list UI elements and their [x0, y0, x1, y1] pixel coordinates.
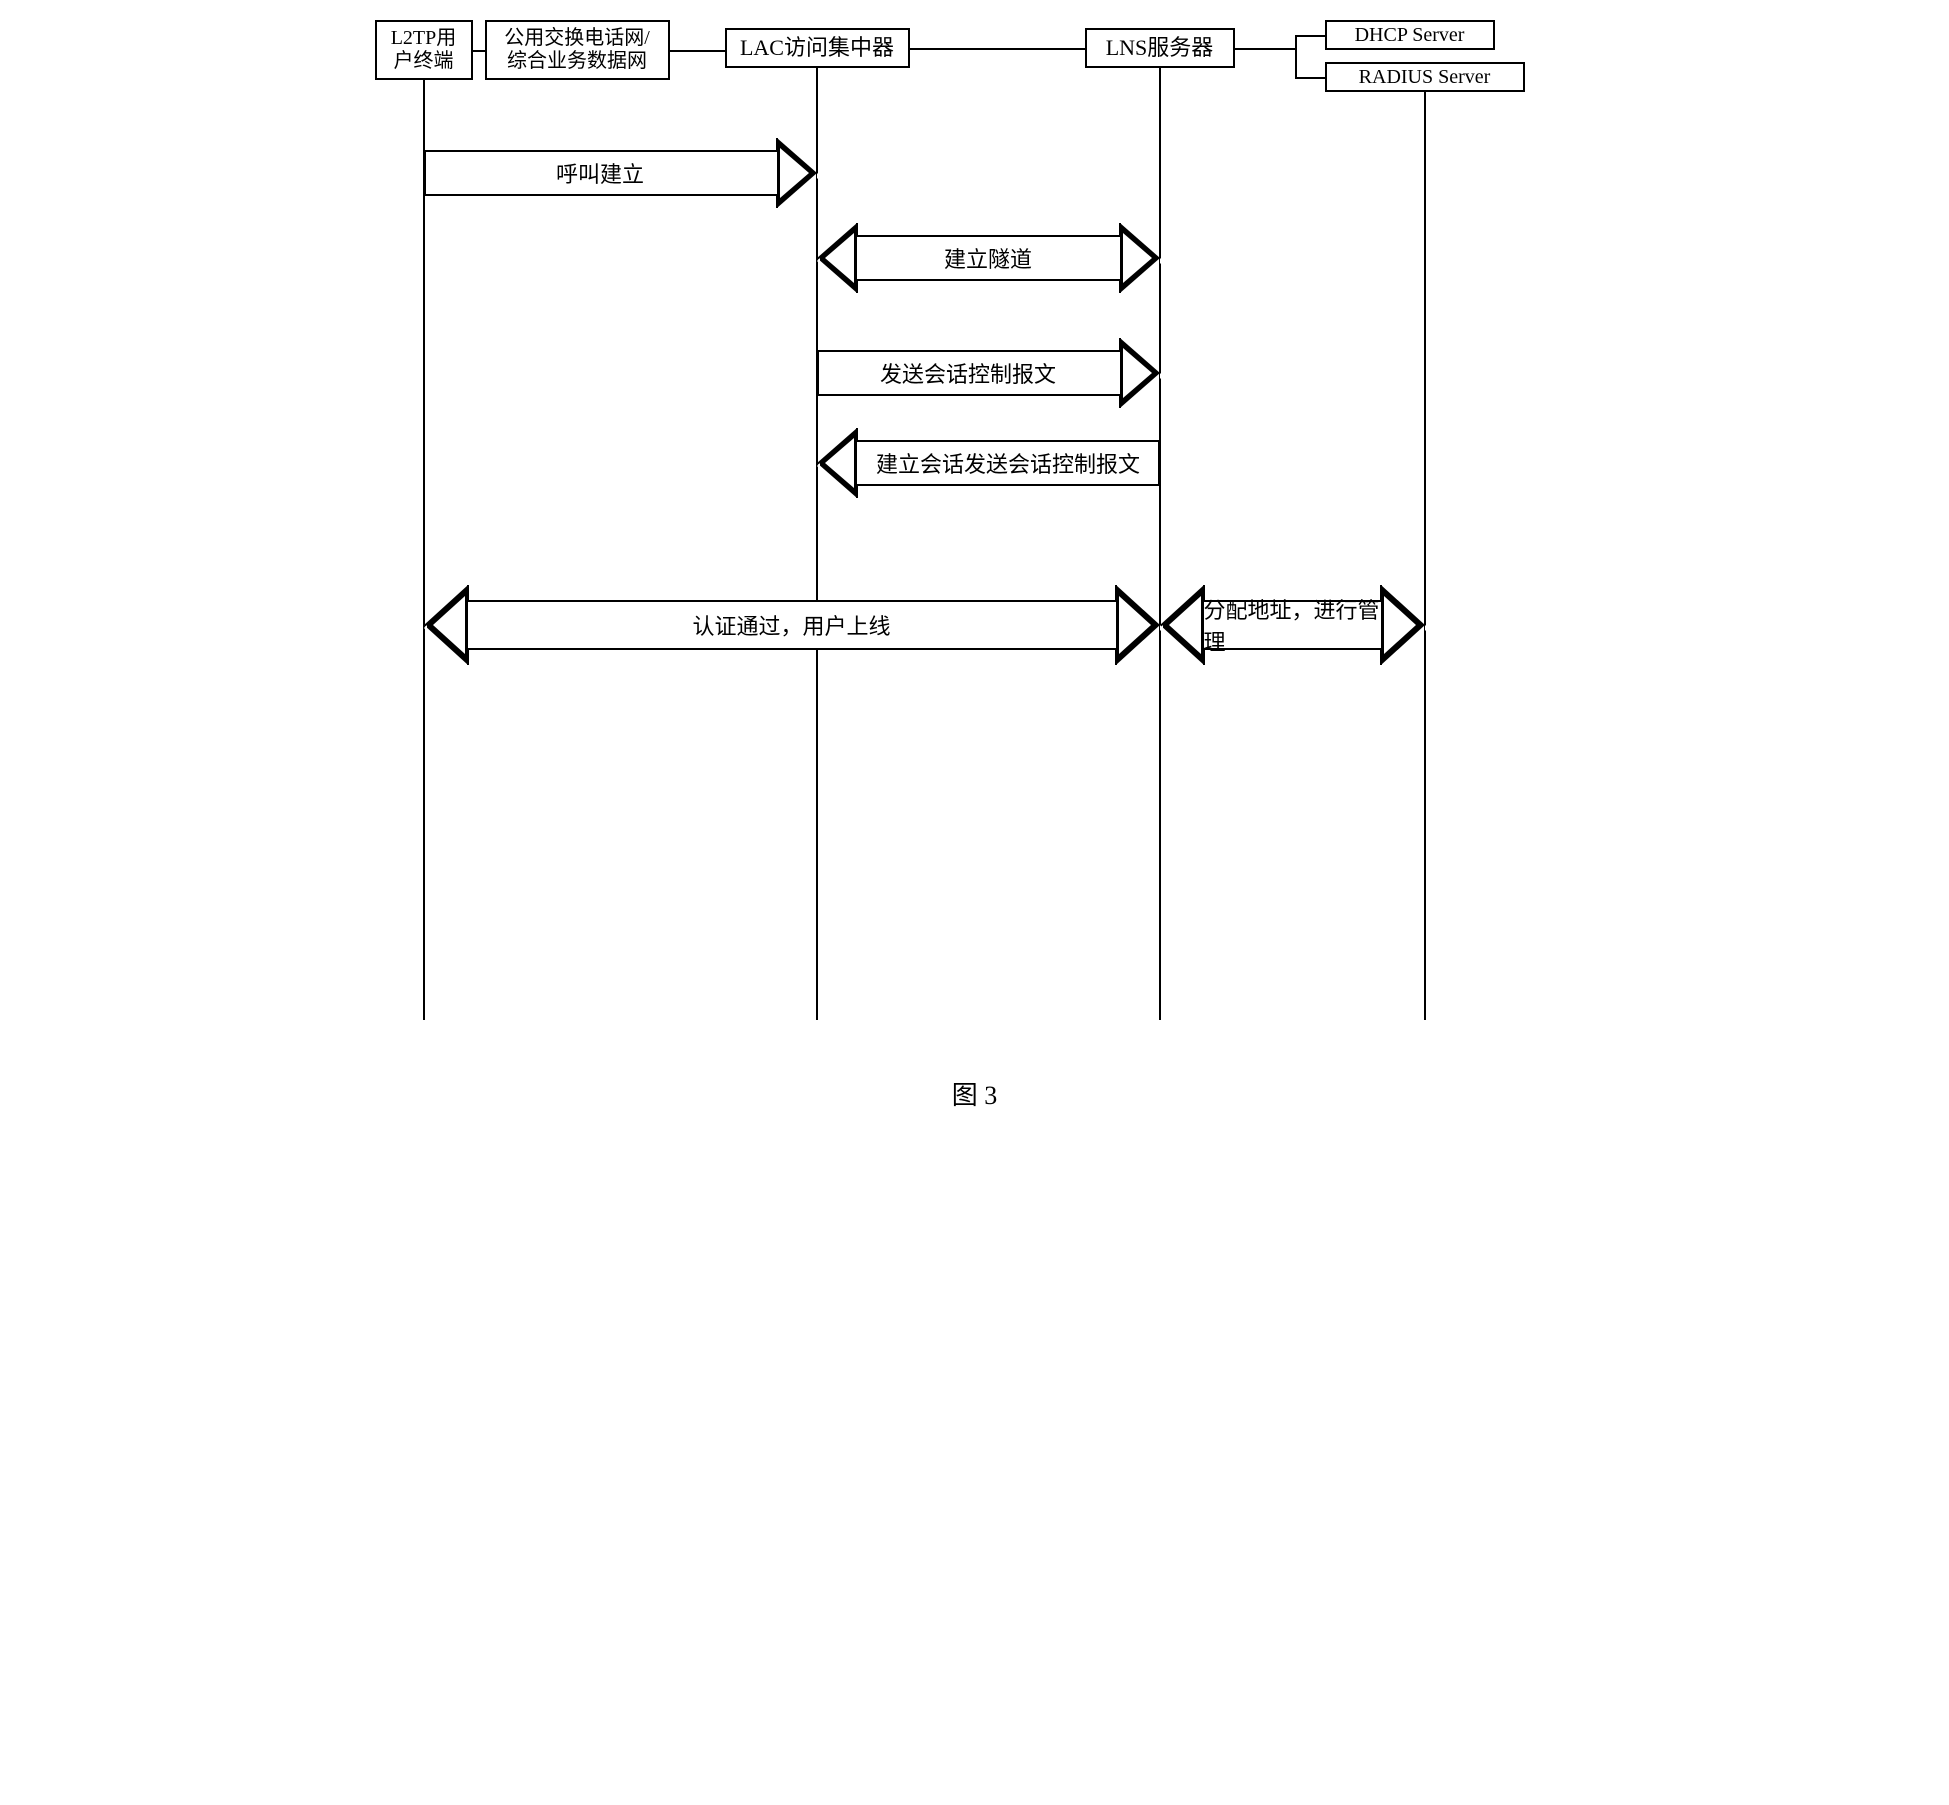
arrow-notch	[467, 650, 469, 665]
arrow-head-left	[1160, 585, 1204, 665]
participant-label: DHCP Server	[1355, 24, 1465, 47]
connector-1	[670, 50, 725, 52]
arrow-head-right	[777, 138, 817, 208]
connector-split-v	[1295, 35, 1297, 77]
arrow-notch	[856, 486, 858, 498]
arrow-notch	[467, 585, 469, 600]
participant-l2tp: L2TP用 户终端	[375, 20, 473, 80]
arrow-notch	[1203, 585, 1205, 600]
arrow-notch	[1119, 223, 1121, 235]
message-3: 建立会话发送会话控制报文	[857, 440, 1160, 486]
connector-0	[473, 50, 485, 52]
lifeline-lac	[816, 68, 818, 1020]
arrow-notch	[856, 281, 858, 293]
participant-label: LNS服务器	[1106, 35, 1214, 60]
connector-split-bot	[1295, 77, 1325, 79]
lifeline-l2tp	[423, 80, 425, 1020]
participant-lns: LNS服务器	[1085, 28, 1235, 68]
arrow-notch	[1115, 585, 1117, 600]
arrow-notch	[856, 428, 858, 440]
arrow-head-left	[817, 223, 857, 293]
sequence-diagram: L2TP用 户终端 公用交换电话网/ 综合业务数据网 LAC访问集中器 LNS服务器 D…	[375, 20, 1575, 1120]
arrow-notch	[1119, 396, 1121, 408]
arrow-cap-right	[1158, 440, 1160, 486]
arrow-head-left	[817, 428, 857, 498]
connector-3	[1235, 48, 1295, 50]
participant-label: 公用交换电话网/ 综合业务数据网	[504, 27, 650, 73]
arrow-notch	[1203, 650, 1205, 665]
message-label: 发送会话控制报文	[880, 357, 1056, 389]
participant-label: LAC访问集中器	[740, 35, 894, 60]
participant-pstn: 公用交换电话网/ 综合业务数据网	[485, 20, 670, 80]
participant-label: L2TP用 户终端	[391, 27, 457, 73]
message-label: 认证通过，用户上线	[692, 609, 890, 641]
connector-split-top	[1295, 35, 1325, 37]
message-label: 呼叫建立	[556, 157, 644, 189]
arrow-notch	[1380, 650, 1382, 665]
arrow-head-right	[1116, 585, 1160, 665]
arrow-head-right	[1120, 223, 1160, 293]
connector-2	[910, 48, 1085, 50]
participant-label: RADIUS Server	[1359, 66, 1491, 89]
figure-caption: 图 3	[375, 1075, 1575, 1112]
arrow-notch	[1119, 281, 1121, 293]
lifeline-lns	[1159, 68, 1161, 1020]
arrow-notch	[1380, 585, 1382, 600]
arrow-cap-left	[424, 150, 426, 196]
arrow-notch	[1115, 650, 1117, 665]
arrow-notch	[856, 223, 858, 235]
message-label: 分配地址，进行管理	[1204, 593, 1381, 657]
message-5: 分配地址，进行管理	[1204, 600, 1381, 650]
arrow-notch	[776, 138, 778, 150]
message-label: 建立隧道	[944, 242, 1032, 274]
arrow-notch	[776, 196, 778, 208]
participant-dhcp: DHCP Server	[1325, 20, 1495, 50]
message-1: 建立隧道	[857, 235, 1120, 281]
arrow-cap-left	[817, 350, 819, 396]
message-0: 呼叫建立	[424, 150, 777, 196]
lifeline-radius	[1424, 92, 1426, 1020]
figure-caption-text: 图 3	[952, 1081, 998, 1110]
message-4: 认证通过，用户上线	[468, 600, 1116, 650]
message-label: 建立会话发送会话控制报文	[876, 447, 1140, 479]
arrow-head-right	[1381, 585, 1425, 665]
message-2: 发送会话控制报文	[817, 350, 1120, 396]
participant-radius: RADIUS Server	[1325, 62, 1525, 92]
participant-lac: LAC访问集中器	[725, 28, 910, 68]
arrow-head-right	[1120, 338, 1160, 408]
arrow-head-left	[424, 585, 468, 665]
arrow-notch	[1119, 338, 1121, 350]
